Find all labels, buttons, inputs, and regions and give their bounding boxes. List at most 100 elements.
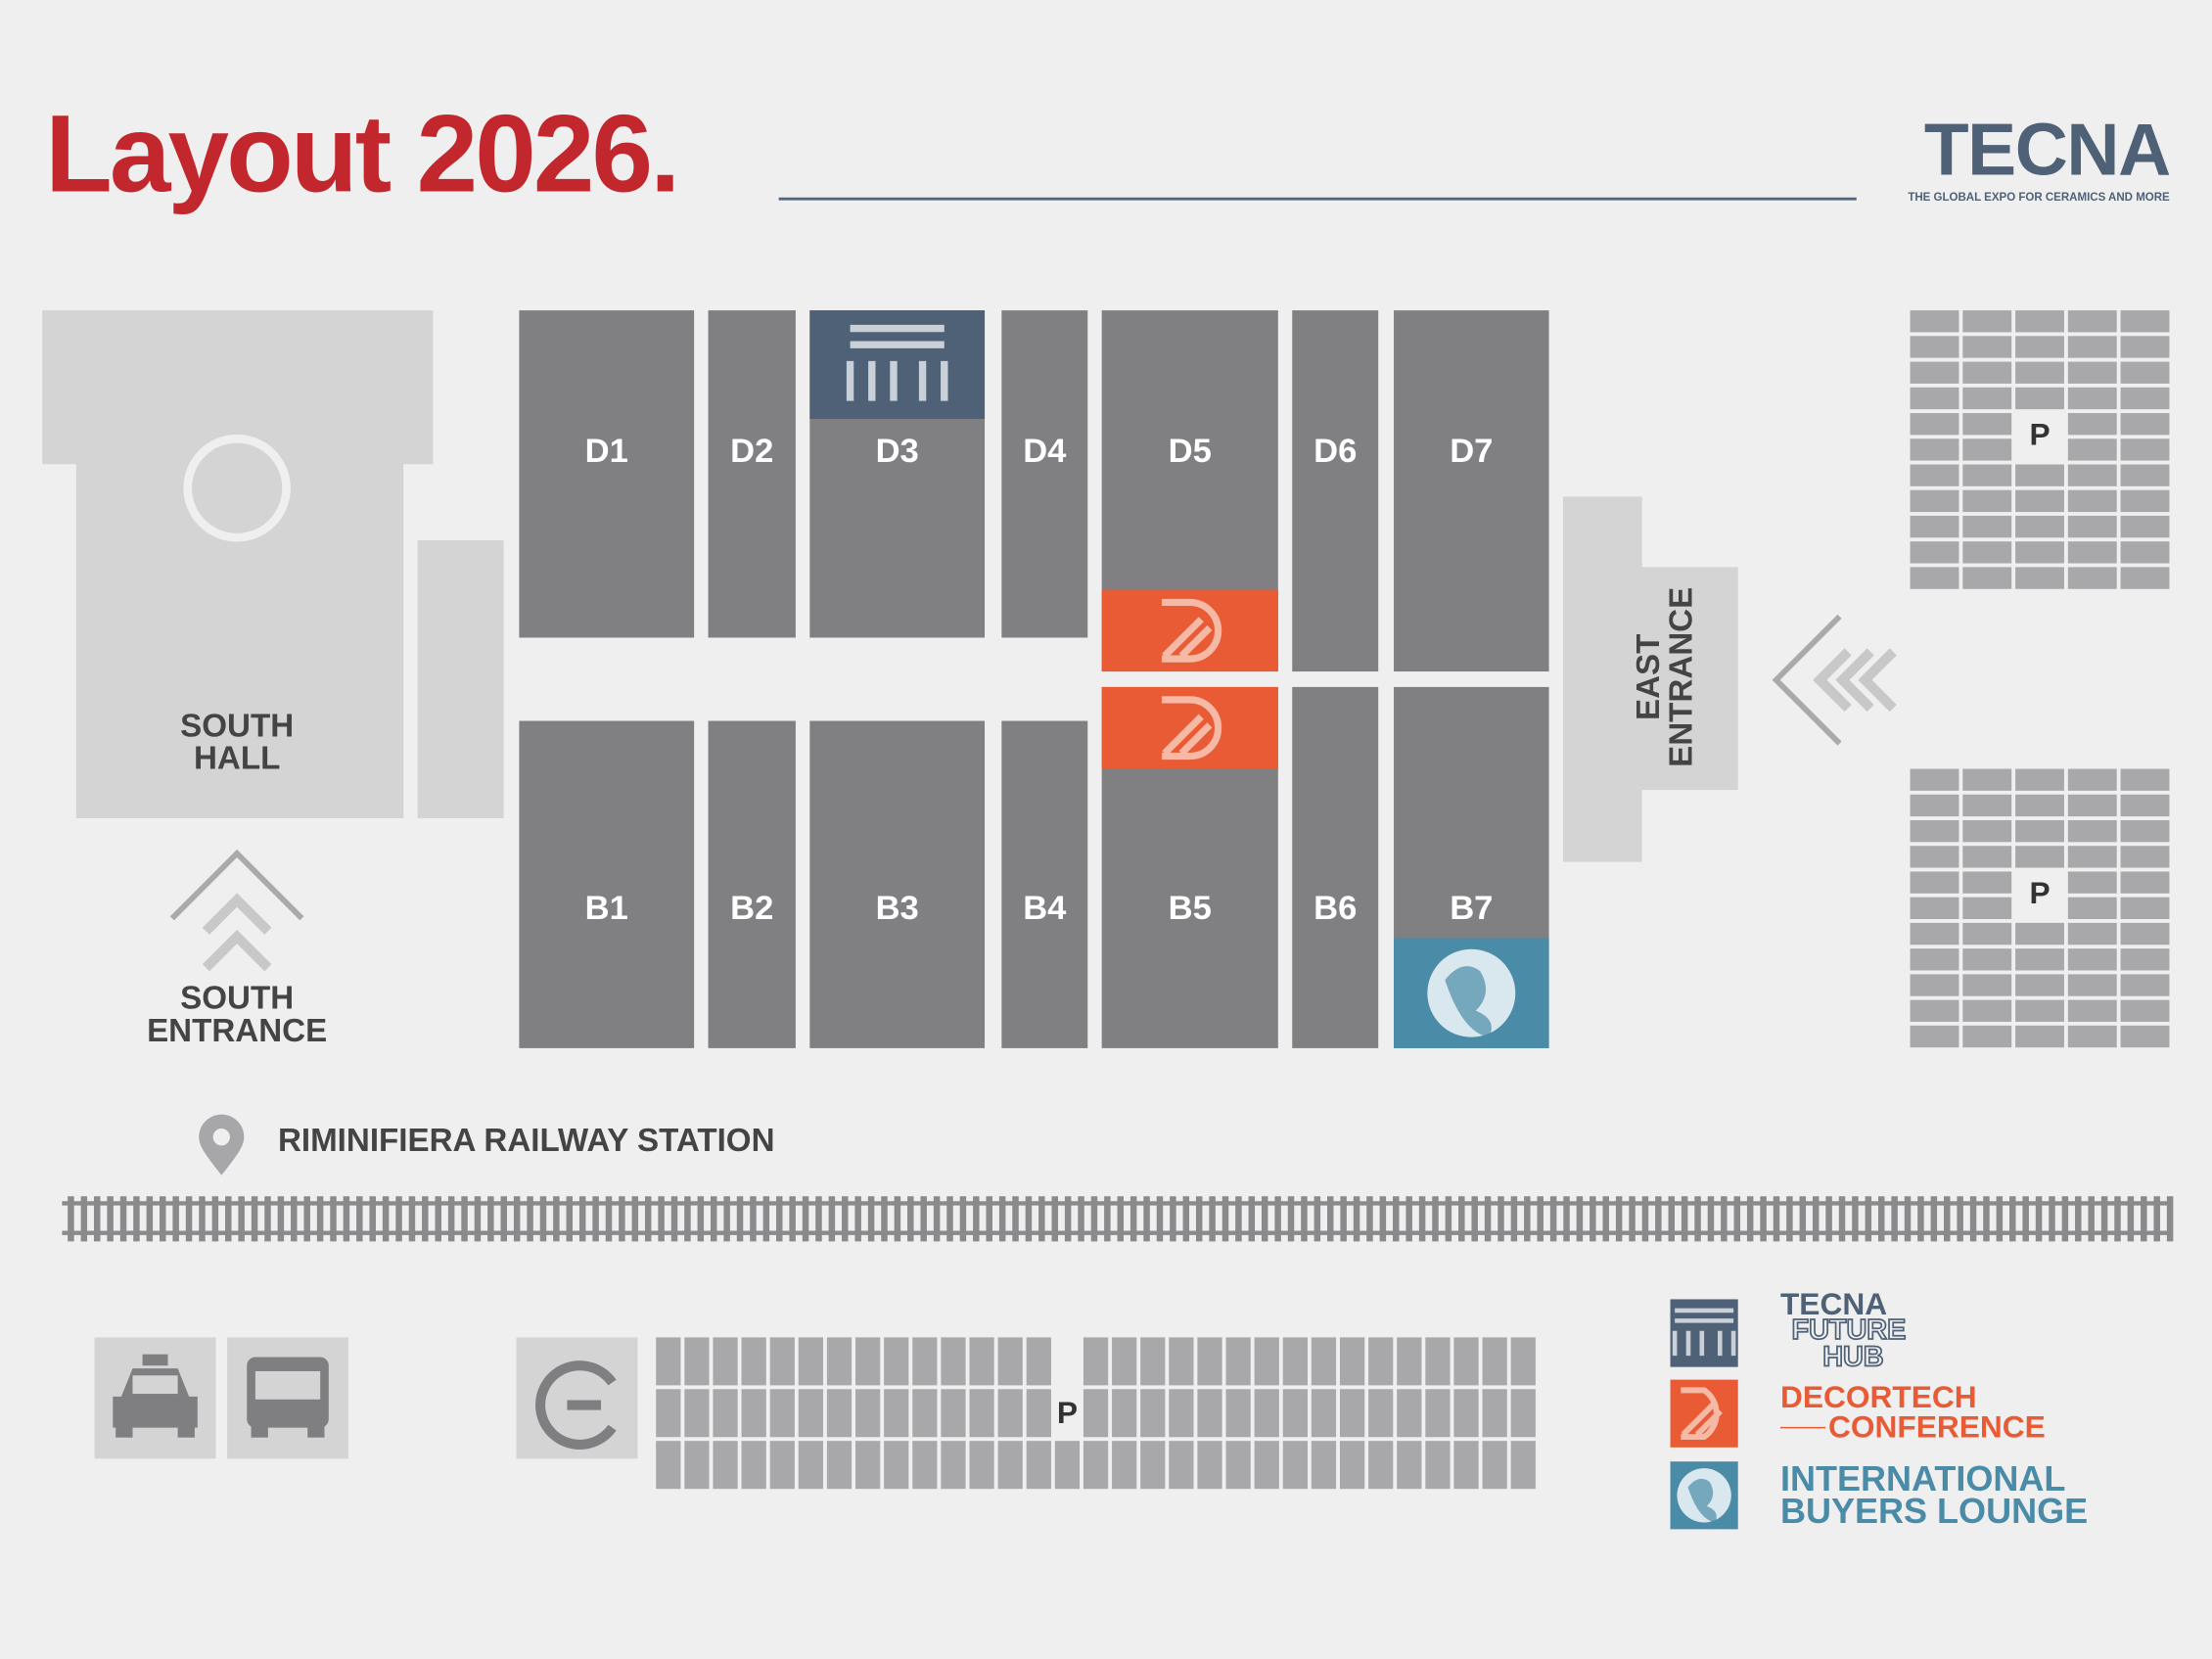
parking-space <box>741 1441 766 1490</box>
parking-space <box>1910 541 1959 564</box>
parking-space <box>1225 1441 1251 1490</box>
parking-space <box>2120 310 2170 333</box>
parking-space <box>2015 336 2064 358</box>
parking-space <box>1962 387 2012 410</box>
parking-space <box>1225 1337 1251 1386</box>
rail-tie <box>1235 1196 1242 1242</box>
legend-text: HUB <box>1822 1342 1883 1373</box>
parking-space <box>1397 1389 1422 1438</box>
parking-space <box>2120 1025 2170 1048</box>
rail-tie <box>1576 1196 1584 1242</box>
rail-tie <box>2100 1196 2108 1242</box>
rail-tie <box>527 1196 533 1242</box>
rail-tie <box>238 1196 245 1242</box>
parking-space <box>1140 1441 1166 1490</box>
parking-space <box>1112 1337 1137 1386</box>
parking-space <box>1910 336 1959 358</box>
rail-tie <box>1209 1196 1216 1242</box>
rail-tie <box>644 1196 652 1242</box>
rail-tie <box>1221 1196 1229 1242</box>
parking-space <box>684 1337 710 1386</box>
parking-space <box>656 1389 681 1438</box>
parking-space <box>884 1389 909 1438</box>
parking-space <box>1453 1389 1479 1438</box>
rail-tie <box>1274 1196 1281 1242</box>
parking-space <box>2120 464 2170 486</box>
rail-tie <box>1353 1196 1360 1242</box>
parking-space <box>2015 922 2064 945</box>
parking-space <box>1425 1337 1451 1386</box>
rail-tie <box>658 1196 665 1242</box>
hall-label: B1 <box>585 890 628 927</box>
parking-space <box>2120 794 2170 817</box>
parking-space <box>2120 336 2170 358</box>
rail-tie <box>986 1196 992 1242</box>
parking-space <box>2015 541 2064 564</box>
rail-tie <box>1655 1196 1662 1242</box>
rail-tie <box>1301 1196 1308 1242</box>
parking-space <box>1197 1389 1222 1438</box>
rail-tie <box>146 1196 154 1242</box>
parking-space <box>1112 1441 1137 1490</box>
decortech-icon <box>1161 598 1222 663</box>
parking-space <box>769 1337 795 1386</box>
parking-space <box>2120 515 2170 538</box>
parking-space <box>656 1337 681 1386</box>
rail-tie <box>1694 1196 1701 1242</box>
parking-space <box>1910 361 1959 384</box>
parking-space <box>1339 1389 1365 1438</box>
parking-space <box>1962 1025 2012 1048</box>
south-arrow <box>169 849 304 972</box>
rail-tie <box>959 1196 967 1242</box>
decortech-icon <box>1161 696 1222 760</box>
parking-space <box>2120 999 2170 1022</box>
rail-tie <box>1602 1196 1609 1242</box>
parking-space <box>1910 310 1959 333</box>
rail-tie <box>1117 1196 1125 1242</box>
rail-tie <box>789 1196 796 1242</box>
hall-label: B5 <box>1169 890 1212 927</box>
parking-space <box>2120 541 2170 564</box>
parking-space <box>1026 1337 1051 1386</box>
parking-space <box>1453 1441 1479 1490</box>
parking-space <box>1962 489 2012 513</box>
rail-tie <box>1471 1196 1478 1242</box>
parking-space <box>1311 1337 1337 1386</box>
parking-space <box>997 1441 1023 1490</box>
rail-tie <box>998 1196 1006 1242</box>
logo-tagline: THE GLOBAL EXPO FOR CERAMICS AND MORE <box>1908 192 2170 204</box>
logo: TECNA <box>1924 108 2170 190</box>
rail-tie <box>1969 1196 1977 1242</box>
parking-space <box>2067 515 2117 538</box>
rail-tie <box>1957 1196 1963 1242</box>
south-hall-label: HALL <box>194 741 280 777</box>
parking-space <box>1169 1337 1194 1386</box>
rail-tie <box>1852 1196 1859 1242</box>
parking-space <box>684 1441 710 1490</box>
rail-tie <box>408 1196 416 1242</box>
rail-tie <box>2114 1196 2121 1242</box>
rail-tie <box>1051 1196 1058 1242</box>
rail-tie <box>2166 1196 2174 1242</box>
rail-tie <box>1838 1196 1846 1242</box>
rail-tie <box>1090 1196 1098 1242</box>
parking-space <box>2067 336 2117 358</box>
rail-tie <box>723 1196 730 1242</box>
rail-tie <box>1733 1196 1741 1242</box>
parking-space <box>2067 310 2117 333</box>
parking-space <box>1962 413 2012 436</box>
hall-label: D1 <box>585 433 628 470</box>
parking-space <box>1169 1441 1194 1490</box>
parking-space <box>769 1441 795 1490</box>
parking-space <box>1254 1389 1279 1438</box>
rail-tie <box>2141 1196 2147 1242</box>
parking-space <box>1083 1337 1109 1386</box>
parking-space <box>1910 387 1959 410</box>
parking-space <box>1962 819 2012 843</box>
globe-land <box>1687 1478 1717 1523</box>
rail-tie <box>199 1196 206 1242</box>
parking-space <box>1339 1441 1365 1490</box>
rail-tie <box>382 1196 390 1242</box>
parking-space <box>2015 794 2064 817</box>
parking-space <box>2120 489 2170 513</box>
